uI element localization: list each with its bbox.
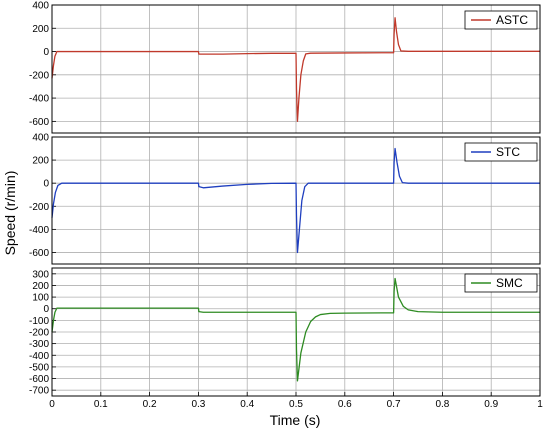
y-axis-label: Speed (r/min) [2,171,18,256]
y-tick-label: -400 [29,351,49,362]
y-tick-label: -500 [29,362,49,373]
y-tick-label: 400 [32,133,49,144]
x-tick-label: 0.6 [338,399,352,410]
y-tick-label: 300 [32,269,49,280]
series-line-astc [51,17,540,123]
legend-label: SMC [496,276,523,290]
panels-layer: 400 200 0 -200 -400 -600 ASTC 400 200 0 -200 -400 -6… [29,1,543,411]
y-tick-label: -600 [29,117,49,128]
y-tick-label: -200 [29,202,49,213]
x-tick-label: 0.4 [240,399,254,410]
x-tick-label: 0.3 [191,399,205,410]
x-tick-label: 0.5 [289,399,303,410]
y-tick-label: 0 [43,179,49,190]
plot-frame [51,267,541,397]
plot-frame [51,4,541,134]
x-axis-label: Time (s) [270,412,321,428]
y-tick-label: -300 [29,339,49,350]
legend: SMC [464,273,538,293]
x-tick-label: 0.2 [143,399,157,410]
legend-box [464,273,538,293]
y-tick-label: -400 [29,225,49,236]
y-tick-label: -600 [29,248,49,259]
panel-stc: 400 200 0 -200 -400 -600 STC [29,133,541,265]
y-tick-label: -200 [29,328,49,339]
y-tick-label: -700 [29,386,49,397]
legend: STC [464,142,538,162]
y-tick-label: 0 [43,304,49,315]
y-tick-label: 100 [32,293,49,304]
y-tick-label: 200 [32,156,49,167]
legend-box [464,142,538,162]
y-tick-label: -100 [29,316,49,327]
y-tick-label: -600 [29,374,49,385]
legend: ASTC [464,10,538,30]
x-tick-label: 0.8 [435,399,449,410]
legend-label: ASTC [496,13,528,27]
y-tick-label: -400 [29,94,49,105]
x-tick-label: 0.7 [387,399,401,410]
y-tick-label: 400 [32,1,49,12]
panel-astc: 400 200 0 -200 -400 -600 ASTC [29,1,541,134]
plot-frame [51,136,541,265]
legend-box [464,10,538,30]
series-line-smc [51,277,540,382]
y-tick-label: 0 [43,47,49,58]
y-tick-label: -200 [29,70,49,81]
x-tick-label: 0.9 [484,399,498,410]
x-tick-label: 0.1 [94,399,108,410]
legend-label: STC [496,145,520,159]
x-tick-label: 0 [49,399,55,410]
x-tick-label: 1 [537,399,543,410]
series-line-stc [51,147,540,254]
y-tick-label: 200 [32,24,49,35]
y-tick-label: 200 [32,281,49,292]
